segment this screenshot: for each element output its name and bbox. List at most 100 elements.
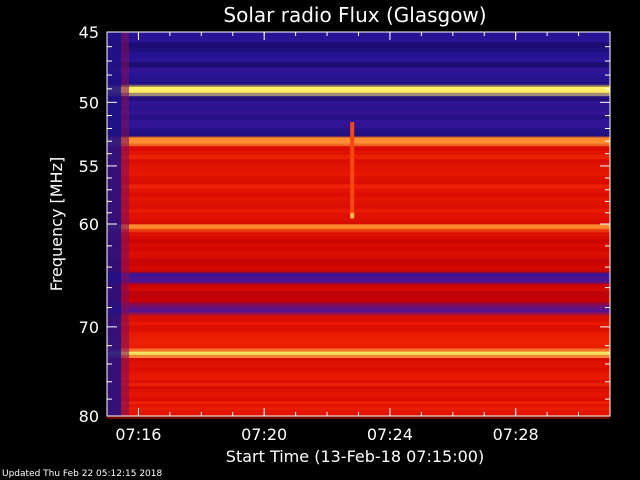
texture-row bbox=[107, 407, 610, 411]
texture-row bbox=[107, 361, 610, 365]
texture-row bbox=[107, 176, 610, 181]
texture-row bbox=[107, 167, 610, 172]
texture-row bbox=[107, 137, 610, 142]
texture-row bbox=[107, 341, 610, 346]
texture-row bbox=[107, 228, 610, 233]
texture-row bbox=[107, 380, 610, 384]
texture-row bbox=[107, 308, 610, 312]
texture-row bbox=[107, 141, 610, 147]
texture-row bbox=[107, 266, 610, 270]
texture-row bbox=[107, 301, 610, 306]
texture-row bbox=[107, 410, 610, 414]
texture-row bbox=[107, 243, 610, 248]
texture-row bbox=[107, 358, 610, 362]
texture-row bbox=[107, 351, 610, 355]
texture-row bbox=[107, 311, 610, 316]
texture-row bbox=[107, 123, 610, 129]
texture-row bbox=[107, 322, 610, 326]
texture-row bbox=[107, 251, 610, 255]
texture-row bbox=[107, 273, 610, 277]
x-tick-label: 07:16 bbox=[115, 425, 161, 444]
texture-row bbox=[107, 364, 610, 368]
texture-row bbox=[107, 354, 610, 359]
texture-row bbox=[107, 395, 610, 399]
texture-row bbox=[107, 208, 610, 213]
texture-row bbox=[107, 291, 610, 295]
texture-row bbox=[107, 200, 610, 205]
texture-row bbox=[107, 294, 610, 299]
texture-row bbox=[107, 212, 610, 217]
x-axis-label: Start Time (13-Feb-18 07:15:00) bbox=[226, 447, 484, 466]
texture-row bbox=[107, 348, 610, 352]
texture-row bbox=[107, 247, 610, 252]
texture-row bbox=[107, 280, 610, 285]
texture-row bbox=[107, 42, 610, 48]
y-tick-label: 55 bbox=[79, 157, 99, 176]
texture-row bbox=[107, 389, 610, 393]
texture-row bbox=[107, 128, 610, 133]
texture-row bbox=[107, 57, 610, 63]
texture-row bbox=[107, 62, 610, 68]
texture-row bbox=[107, 236, 610, 240]
texture-row bbox=[107, 386, 610, 390]
y-axis-label: Frequency [MHz] bbox=[47, 157, 66, 291]
texture-row bbox=[107, 52, 610, 58]
texture-row bbox=[107, 81, 610, 87]
texture-row bbox=[107, 188, 610, 193]
texture-row bbox=[107, 392, 610, 396]
texture-row bbox=[107, 132, 610, 138]
burst-event-0 bbox=[350, 122, 355, 219]
texture-row bbox=[107, 373, 610, 377]
texture-row bbox=[107, 367, 610, 371]
texture-row bbox=[107, 328, 610, 333]
y-tick-label: 60 bbox=[79, 215, 99, 234]
texture-row bbox=[107, 154, 610, 160]
texture-row bbox=[107, 318, 610, 323]
texture-row bbox=[107, 383, 610, 387]
texture-row bbox=[107, 262, 610, 267]
texture-row bbox=[107, 338, 610, 342]
texture-row bbox=[107, 370, 610, 374]
y-tick-label: 70 bbox=[79, 318, 99, 337]
texture-row bbox=[107, 416, 610, 419]
texture-row bbox=[107, 96, 610, 101]
texture-row bbox=[107, 180, 610, 185]
texture-row bbox=[107, 335, 610, 339]
texture-row bbox=[107, 196, 610, 201]
x-tick-label: 07:28 bbox=[493, 425, 539, 444]
texture-row bbox=[107, 404, 610, 408]
burst-event-1 bbox=[350, 212, 355, 219]
plot-area bbox=[107, 32, 610, 419]
updated-timestamp: Updated Thu Feb 22 05:12:15 2018 bbox=[2, 469, 163, 479]
texture-row bbox=[107, 47, 610, 53]
texture-row bbox=[107, 224, 610, 229]
texture-row bbox=[107, 276, 610, 281]
texture-row bbox=[107, 398, 610, 402]
texture-row bbox=[107, 284, 610, 288]
texture-row bbox=[107, 345, 610, 349]
texture-row bbox=[107, 298, 610, 302]
y-tick-label: 50 bbox=[79, 93, 99, 112]
texture-row bbox=[107, 305, 610, 309]
texture-row bbox=[107, 146, 610, 151]
texture-row bbox=[107, 114, 610, 120]
texture-row bbox=[107, 72, 610, 78]
texture-row bbox=[107, 184, 610, 189]
x-tick-label: 07:20 bbox=[241, 425, 287, 444]
y-tick-label: 80 bbox=[79, 407, 99, 426]
axes: 07:16 07:20 07:24 07:28 45 50 55 60 70 80 bbox=[79, 23, 611, 444]
texture-row bbox=[107, 67, 610, 73]
startup-column-edge bbox=[121, 32, 130, 416]
texture-row bbox=[107, 239, 610, 244]
texture-row bbox=[107, 86, 610, 92]
texture-row bbox=[107, 401, 610, 405]
texture-row bbox=[107, 269, 610, 274]
texture-row bbox=[107, 232, 610, 237]
texture-row bbox=[107, 287, 610, 292]
texture-row bbox=[107, 110, 610, 115]
texture-row bbox=[107, 376, 610, 381]
x-tick-label: 07:24 bbox=[367, 425, 413, 444]
texture-row bbox=[107, 163, 610, 168]
texture-row bbox=[107, 171, 610, 177]
